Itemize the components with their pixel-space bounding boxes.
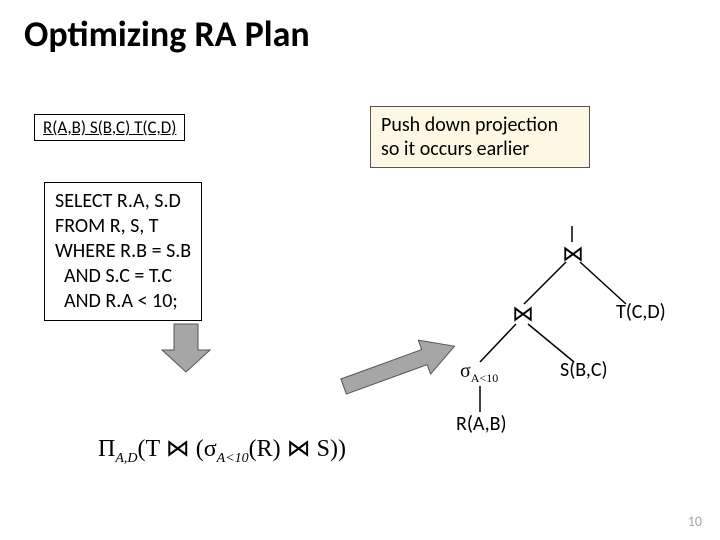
tree-leaf-t: T(C,D) xyxy=(616,300,666,324)
annotation-box: Push down projection so it occurs earlie… xyxy=(370,106,590,168)
join-lower-icon: ⋈ xyxy=(512,300,534,327)
tree-leaf-s: S(B,C) xyxy=(560,358,608,382)
kw-select: SELECT xyxy=(55,189,112,213)
formula-sigma-sub: A<10 xyxy=(217,451,249,466)
page-number: 10 xyxy=(688,513,702,530)
formula-inner: (T ⋈ (σ xyxy=(138,436,217,462)
sql-query-box: SELECT R.A, S.D FROM R, S, T WHERE R.B =… xyxy=(44,182,202,321)
tree-leaf-r: R(A,B) xyxy=(456,412,507,436)
sigma-glyph: σ xyxy=(460,360,471,382)
sigma-sub: A<10 xyxy=(471,371,498,385)
sql-l5: AND R.A < 10; xyxy=(55,289,178,313)
slide-title: Optimizing RA Plan xyxy=(24,12,310,56)
pi-sub: A,D xyxy=(115,451,137,466)
sigma-node: σA<10 xyxy=(460,360,498,386)
sql-l2b: R, S, T xyxy=(105,214,158,238)
join-top-icon: ⋈ xyxy=(562,240,584,267)
ra-formula: ΠA,D(T ⋈ (σA<10(R) ⋈ S)) xyxy=(98,434,346,467)
sql-l4: AND S.C = T.C xyxy=(55,264,172,288)
pi-glyph: Π xyxy=(98,436,115,462)
sql-l1b: R.A, S.D xyxy=(112,189,180,213)
schema-box: R(A,B) S(B,C) T(C,D) xyxy=(34,114,185,141)
kw-where: WHERE xyxy=(55,239,116,263)
kw-from: FROM xyxy=(55,214,105,238)
ra-tree: ⋈ ⋈ T(C,D) σA<10 S(B,C) R(A,B) xyxy=(438,226,698,446)
sql-l3b: R.B = S.B xyxy=(116,239,192,263)
down-arrow-icon xyxy=(156,320,216,376)
formula-after: (R) ⋈ S)) xyxy=(249,436,346,462)
